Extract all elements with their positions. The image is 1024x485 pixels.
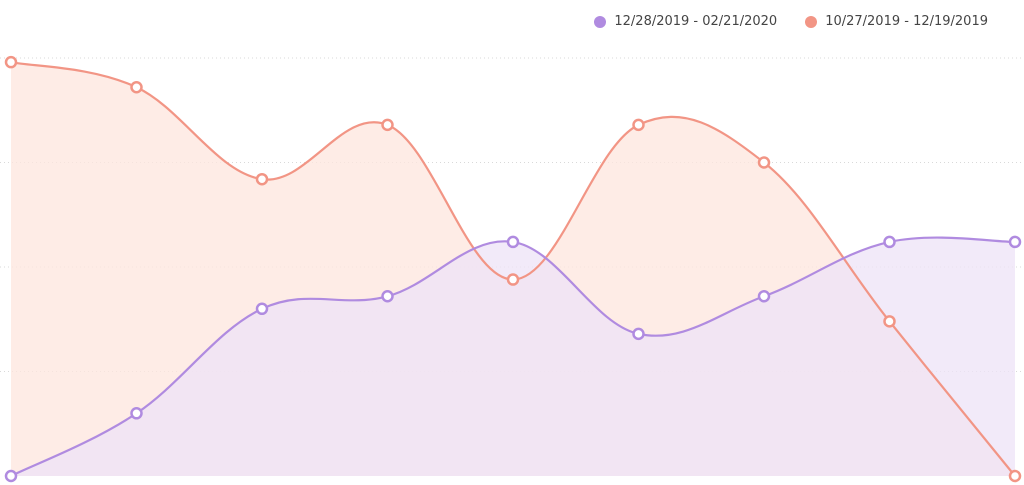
series-2-point-8[interactable] [883,315,896,328]
series-2-point-4[interactable] [381,118,394,132]
series-1-point-9[interactable] [1008,235,1022,249]
series-2-point-3[interactable] [255,172,269,186]
legend-item-series-2[interactable]: 10/27/2019 - 12/19/2019 [805,14,988,29]
series-1-point-2[interactable] [130,407,143,420]
legend-dot-series-1 [594,15,607,28]
legend-dot-series-2 [805,15,818,28]
series-1-point-7[interactable] [757,290,771,303]
series-2-point-2[interactable] [130,81,143,94]
series-2-point-5[interactable] [506,273,520,286]
series-2-line [10,61,1016,477]
legend: 12/28/2019 - 02/21/2020 10/27/2019 - 12/… [594,14,988,29]
series-2-point-9[interactable] [1008,469,1022,483]
series-2-point-1[interactable] [4,55,18,69]
series-1-point-5[interactable] [506,235,520,249]
legend-item-series-1[interactable]: 12/28/2019 - 02/21/2020 [594,14,777,29]
series-1-point-1[interactable] [4,469,18,483]
series-1-point-3[interactable] [255,302,269,316]
series-1-point-4[interactable] [381,290,394,303]
legend-label-series-1: 12/28/2019 - 02/21/2020 [614,14,778,29]
series-1-point-6[interactable] [632,327,645,341]
series-2-point-7[interactable] [757,156,771,169]
series-1-point-8[interactable] [883,235,896,249]
legend-label-series-2: 10/27/2019 - 12/19/2019 [825,14,988,29]
series-2-point-6[interactable] [632,118,645,132]
